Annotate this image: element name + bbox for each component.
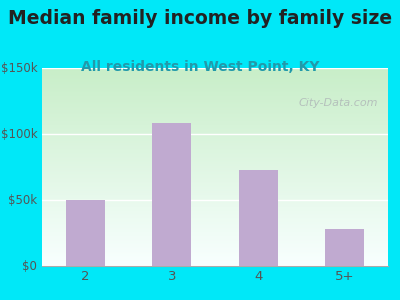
Bar: [66, 200, 105, 266]
Bar: [152, 123, 191, 266]
Text: City-Data.com: City-Data.com: [298, 98, 378, 108]
Bar: [325, 229, 364, 266]
Bar: [239, 170, 278, 266]
Text: All residents in West Point, KY: All residents in West Point, KY: [81, 60, 319, 74]
Text: Median family income by family size: Median family income by family size: [8, 9, 392, 28]
